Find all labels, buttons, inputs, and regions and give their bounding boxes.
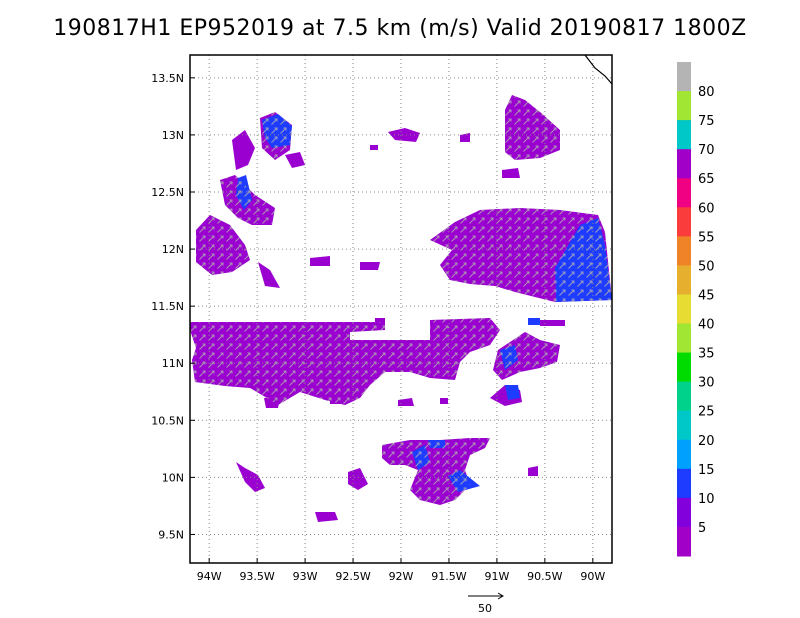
y-tick-label: 13.5N (151, 72, 184, 85)
x-tick-label: 92.5W (335, 570, 370, 583)
lat-lon-grid (190, 55, 612, 563)
x-tick-label: 94W (197, 570, 222, 583)
plot-title: 190817H1 EP952019 at 7.5 km (m/s) Valid … (53, 16, 747, 41)
x-tick-label: 90.5W (527, 570, 562, 583)
colorbar-label: 80 (698, 85, 715, 100)
colorbar-label: 5 (698, 521, 706, 536)
colorbar-label: 25 (698, 405, 715, 420)
reference-vector-label: 50 (478, 602, 492, 615)
colorbar-label: 75 (698, 114, 715, 129)
colorbar-swatch (677, 120, 691, 150)
colorbar-label: 40 (698, 318, 715, 333)
colorbar-label: 60 (698, 201, 715, 216)
x-tick-label: 90W (580, 570, 605, 583)
colorbar-label: 20 (698, 434, 715, 449)
colorbar-swatch (677, 236, 691, 266)
y-tick-label: 12N (162, 243, 184, 256)
colorbar-label: 45 (698, 288, 715, 303)
longitude-axis: 94W 93.5W 93W 92.5W 92W 91.5W 91W 90.5W 90W (197, 558, 605, 583)
latitude-axis: 9.5N 10N 10.5N 11N 11.5N 12N 12.5N 13N 13.5N (151, 72, 195, 541)
y-tick-label: 10.5N (151, 414, 184, 427)
colorbar-label: 35 (698, 347, 715, 362)
colorbar-label: 10 (698, 492, 715, 507)
colorbar-swatch (677, 294, 691, 325)
y-tick-label: 12.5N (151, 186, 184, 199)
colorbar-swatch (677, 265, 691, 295)
x-tick-label: 93W (293, 570, 318, 583)
colorbar-swatch (677, 207, 691, 237)
colorbar-label: 30 (698, 376, 715, 391)
x-tick-label: 93.5W (239, 570, 274, 583)
y-tick-label: 11N (162, 357, 184, 370)
colorbar-swatch (677, 526, 691, 557)
y-tick-label: 13N (162, 129, 184, 142)
colorbar: 5 10 15 20 25 30 35 40 45 50 55 60 65 70 75 80 (677, 62, 715, 557)
y-tick-label: 10N (162, 471, 184, 484)
y-tick-label: 9.5N (158, 528, 184, 541)
colorbar-swatch (677, 323, 691, 354)
colorbar-swatch (677, 439, 691, 470)
x-tick-label: 91.5W (431, 570, 466, 583)
colorbar-swatch (677, 352, 691, 383)
colorbar-label: 15 (698, 463, 715, 478)
colorbar-swatch (677, 468, 691, 499)
colorbar-swatch (677, 497, 691, 528)
colorbar-swatch (677, 410, 691, 441)
colorbar-swatch (677, 178, 691, 208)
x-tick-label: 92W (389, 570, 414, 583)
colorbar-swatch (677, 91, 691, 121)
coastline (584, 54, 613, 85)
reference-vector: 50 (468, 592, 504, 615)
colorbar-swatch (677, 62, 691, 92)
y-tick-label: 11.5N (151, 300, 184, 313)
colorbar-label: 65 (698, 172, 715, 187)
x-tick-label: 91W (484, 570, 509, 583)
colorbar-label: 70 (698, 143, 715, 158)
colorbar-label: 50 (698, 259, 715, 274)
colorbar-swatch (677, 149, 691, 179)
colorbar-label: 55 (698, 230, 715, 245)
colorbar-swatch (677, 381, 691, 412)
